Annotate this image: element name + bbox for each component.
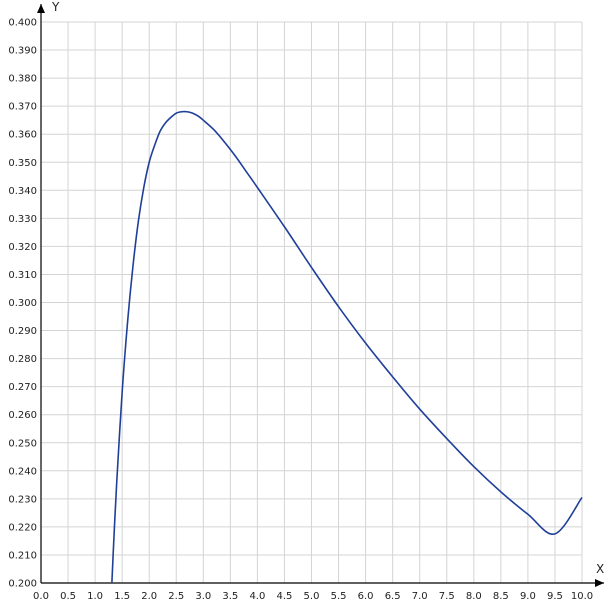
x-tick-label: 7.0 bbox=[412, 591, 428, 602]
x-tick-label: 5.0 bbox=[304, 591, 320, 602]
x-tick-label: 8.5 bbox=[493, 591, 509, 602]
x-tick-label: 3.5 bbox=[222, 591, 238, 602]
x-tick-label: 0.0 bbox=[33, 591, 49, 602]
y-tick-label: 0.200 bbox=[8, 579, 37, 590]
x-tick-label: 1.5 bbox=[114, 591, 130, 602]
y-tick-label: 0.210 bbox=[8, 550, 37, 561]
y-tick-label: 0.240 bbox=[8, 466, 37, 477]
y-tick-label: 0.250 bbox=[8, 438, 37, 449]
x-tick-label: 2.5 bbox=[168, 591, 184, 602]
y-tick-label: 0.400 bbox=[8, 18, 37, 29]
y-tick-label: 0.360 bbox=[8, 130, 37, 141]
grid-lines bbox=[41, 21, 583, 583]
y-tick-label: 0.280 bbox=[8, 354, 37, 365]
y-tick-label: 0.260 bbox=[8, 410, 37, 421]
y-axis-label: Y bbox=[51, 0, 60, 14]
x-tick-label: 0.5 bbox=[60, 591, 76, 602]
y-tick-label: 0.350 bbox=[8, 158, 37, 169]
series-line bbox=[111, 110, 583, 584]
x-tick-label: 8.0 bbox=[466, 591, 482, 602]
x-tick-label: 3.0 bbox=[195, 591, 211, 602]
y-tick-label: 0.270 bbox=[8, 382, 37, 393]
x-axis-arrow bbox=[595, 579, 604, 587]
x-tick-label: 7.5 bbox=[439, 591, 455, 602]
y-tick-label: 0.310 bbox=[8, 270, 37, 281]
x-tick-labels: 0.0 0.5 1.0 1.5 2.0 2.5 3.0 3.5 4.0 4.5 5.0 5.5 6.0 6… bbox=[33, 591, 593, 602]
x-tick-label: 6.5 bbox=[385, 591, 401, 602]
x-tick-label: 1.0 bbox=[87, 591, 103, 602]
y-tick-label: 0.380 bbox=[8, 74, 37, 85]
y-tick-label: 0.340 bbox=[8, 186, 37, 197]
x-tick-label: 4.0 bbox=[249, 591, 265, 602]
y-tick-label: 0.370 bbox=[8, 102, 37, 113]
y-tick-label: 0.390 bbox=[8, 46, 37, 57]
axes bbox=[37, 4, 604, 587]
series-lines bbox=[111, 110, 583, 584]
x-tick-label: 6.0 bbox=[358, 591, 374, 602]
x-tick-label: 4.5 bbox=[276, 591, 292, 602]
y-tick-label: 0.300 bbox=[8, 298, 37, 309]
x-axis-label: X bbox=[596, 562, 604, 576]
y-tick-label: 0.290 bbox=[8, 326, 37, 337]
y-tick-label: 0.220 bbox=[8, 522, 37, 533]
x-tick-label: 9.0 bbox=[520, 591, 536, 602]
x-tick-label: 9.5 bbox=[547, 591, 563, 602]
y-tick-label: 0.330 bbox=[8, 214, 37, 225]
y-tick-label: 0.230 bbox=[8, 494, 37, 505]
x-tick-label: 10.0 bbox=[571, 591, 593, 602]
x-tick-label: 5.5 bbox=[331, 591, 347, 602]
y-tick-label: 0.320 bbox=[8, 242, 37, 253]
y-tick-labels: 0.200 0.210 0.220 0.230 0.240 0.250 0.260 0.270… bbox=[8, 18, 37, 590]
x-tick-label: 2.0 bbox=[141, 591, 157, 602]
y-axis-arrow bbox=[37, 4, 45, 13]
